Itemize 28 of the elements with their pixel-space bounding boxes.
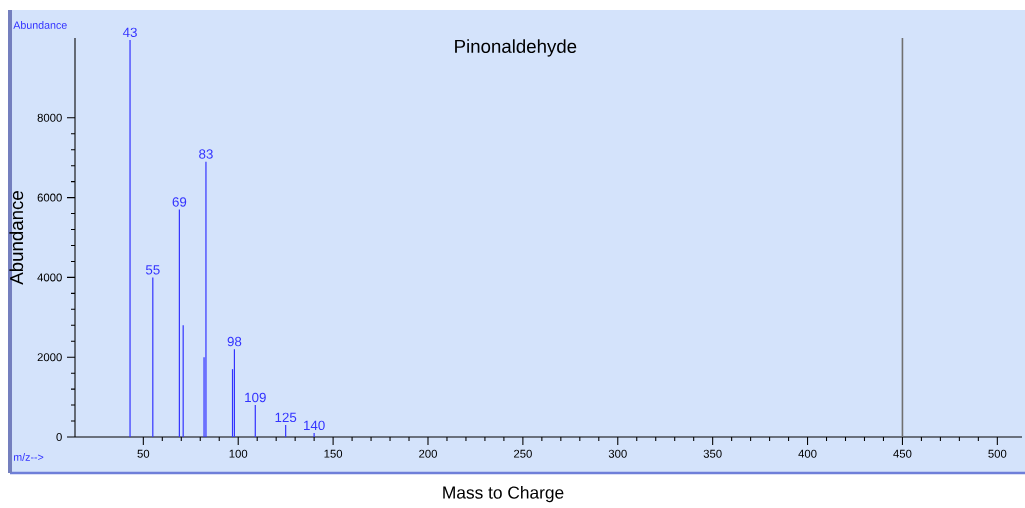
annotation: 69 xyxy=(172,197,187,207)
text: Abundance xyxy=(13,21,67,29)
annotation: 140 xyxy=(304,420,325,431)
annotation: 83 xyxy=(199,149,213,159)
x-tick-label: 450 xyxy=(893,449,912,458)
x-tick-label: 250 xyxy=(513,449,532,458)
x-tick-label: 300 xyxy=(608,449,627,458)
annotation: 98 xyxy=(227,336,242,347)
chart-title: Pinonaldehyde xyxy=(455,39,577,57)
x-tick-label: 150 xyxy=(324,449,343,458)
x-tick-label: 100 xyxy=(229,449,248,458)
text: m/z--> xyxy=(13,453,44,461)
y-tick-label: 0 xyxy=(56,433,62,442)
y-axis-title: Abundance xyxy=(9,191,24,285)
x-tick-label: 350 xyxy=(703,449,722,458)
y-tick-label: 6000 xyxy=(37,193,62,202)
y-tick-label: 2000 xyxy=(37,353,62,362)
annotation: 55 xyxy=(145,265,160,275)
y-tick-label: 4000 xyxy=(37,273,62,282)
annotation: 43 xyxy=(122,27,137,38)
x-tick-label: 200 xyxy=(419,449,437,458)
x-tick-label: 500 xyxy=(988,449,1007,458)
x-tick-label: 400 xyxy=(798,449,817,458)
x-axis-title: Mass to Charge xyxy=(443,485,564,503)
y-tick-label: 8000 xyxy=(37,113,62,122)
annotation: 109 xyxy=(245,392,266,403)
annotation: 125 xyxy=(275,412,297,423)
x-tick-label: 50 xyxy=(137,449,150,458)
